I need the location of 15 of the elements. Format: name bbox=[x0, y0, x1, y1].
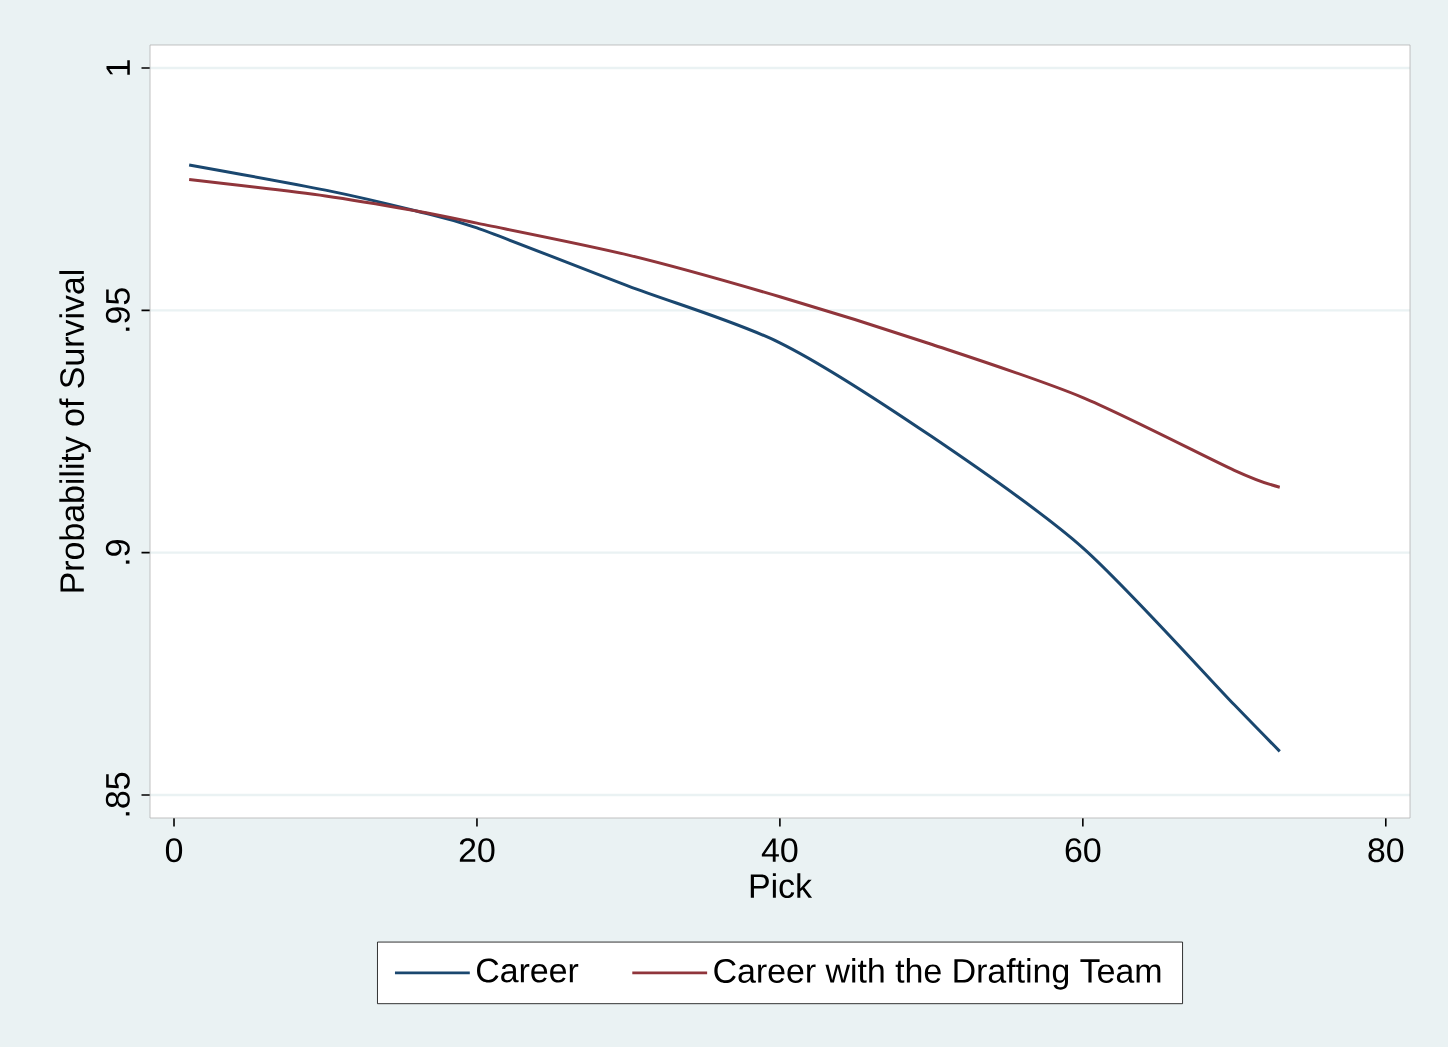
y-tick-label: .95 bbox=[105, 288, 130, 331]
line-series bbox=[187, 177, 1282, 489]
legend-label: Career bbox=[477, 958, 579, 983]
line-series bbox=[187, 163, 1282, 753]
y-axis-title: Probability of Survival bbox=[59, 270, 91, 592]
x-tick-label: 0 bbox=[165, 838, 183, 863]
x-tick-label: 40 bbox=[761, 838, 798, 863]
y-tick-label: .9 bbox=[105, 540, 130, 564]
legend-label: Career with the Drafting Team bbox=[714, 958, 1161, 990]
x-tick-label: 80 bbox=[1368, 838, 1404, 863]
x-axis-title: Pick bbox=[750, 873, 813, 899]
y-tick-label: .85 bbox=[105, 772, 130, 816]
x-tick-label: 20 bbox=[459, 838, 495, 863]
y-tick-label: 1 bbox=[106, 60, 130, 75]
x-tick-label: 60 bbox=[1065, 838, 1101, 863]
